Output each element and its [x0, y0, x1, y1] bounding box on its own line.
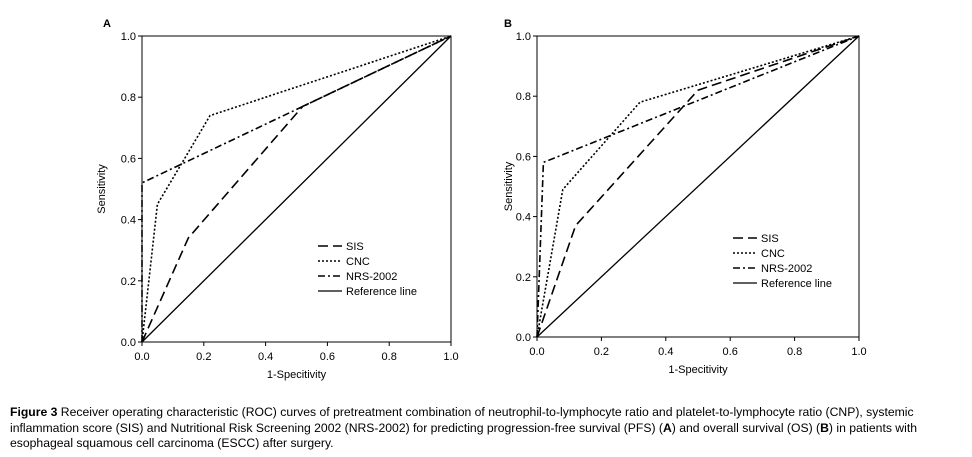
panel-a-legend-label-nrs-2002: NRS-2002: [346, 271, 397, 283]
panel-a-x-axis-label: 1-Specitivity: [267, 369, 327, 381]
panel-b-x-tick-label: 0.2: [594, 346, 609, 358]
panel-a-series-reference-line: [141, 35, 452, 343]
panel-b-x-axis-label: 1-Specitivity: [668, 364, 728, 376]
panel-b-y-tick-label: 0.6: [516, 151, 531, 163]
panel-b-legend-label-reference-line: Reference line: [761, 278, 832, 290]
panel-b-y-tick-label: 0.8: [516, 91, 531, 103]
panel-a-y-tick-label: 0.2: [121, 276, 136, 288]
caption-panel-a: A: [662, 420, 672, 435]
panel-b-x-tick-label: 1.0: [851, 346, 866, 358]
panel-b: B 0.0 0.2 0.4 0.6 0.8 1.0 0.0 0.2 0.4 0.6 0.8 1.0 1-S…: [503, 18, 867, 376]
panel-a-legend-label-cnc: CNC: [346, 256, 370, 268]
panel-a-letter: A: [103, 18, 111, 30]
panel-a-y-tick-label: 0.6: [121, 153, 136, 165]
panel-b-y-tick-label: 0.0: [516, 332, 531, 344]
panel-b-series-nrs-2002: [536, 35, 860, 338]
panel-b-series-cnc: [536, 35, 860, 338]
panel-b-x-tick-label: 0.8: [787, 346, 802, 358]
panel-a-y-tick-label: 0.4: [121, 215, 136, 227]
panel-b-plot-frame: [536, 35, 860, 338]
caption-text-1: Receiver operating characteristic (ROC) …: [10, 405, 914, 435]
panel-a-y-axis-label: Sensitivity: [96, 164, 108, 214]
panel-a-legend-label-sis: SIS: [346, 241, 364, 253]
panel-b-y-tick-label: 0.4: [516, 212, 531, 224]
panel-a-series-sis: [141, 35, 452, 343]
caption-text-2: ) and overall survival (OS) (: [671, 420, 821, 435]
caption-text-3: ) in patients with esophageal squamous c…: [10, 420, 917, 451]
panel-b-legend-label-cnc: CNC: [761, 248, 785, 260]
panel-a-y-tick-label: 1.0: [121, 31, 136, 43]
panel-a-x-tick-label: 1.0: [443, 351, 458, 363]
roc-figure: A 0.0 0.2 0.4 0.6 0.8 1.0 0.0 0.2 0.4 0.6 0.8 1.0 1-S…: [96, 18, 867, 381]
panel-b-y-tick-label: 1.0: [516, 31, 531, 43]
panel-a-x-tick-label: 0.6: [320, 351, 335, 363]
panel-b-letter: B: [504, 18, 512, 30]
panel-b-legend-label-nrs-2002: NRS-2002: [761, 263, 812, 275]
panel-b-series-reference-line: [536, 35, 860, 338]
figure-caption: Figure 3 Receiver operating characterist…: [10, 405, 962, 452]
panel-a-x-tick-label: 0.0: [134, 351, 149, 363]
panel-b-x-tick-label: 0.4: [658, 346, 673, 358]
panel-b-x-tick-label: 0.0: [529, 346, 544, 358]
panel-a-y-tick-label: 0.0: [121, 337, 136, 349]
panel-a-x-tick-label: 0.8: [382, 351, 397, 363]
caption-label: Figure 3: [10, 405, 58, 419]
panel-a-x-tick-label: 0.2: [196, 351, 211, 363]
panel-a-y-tick-label: 0.8: [121, 92, 136, 104]
panel-a: A 0.0 0.2 0.4 0.6 0.8 1.0 0.0 0.2 0.4 0.6 0.8 1.0 1-S…: [96, 18, 459, 381]
panel-a-series-cnc: [141, 35, 452, 343]
panel-b-x-tick-label: 0.6: [723, 346, 738, 358]
panel-b-legend-label-sis: SIS: [761, 233, 779, 245]
panel-a-legend-label-reference-line: Reference line: [346, 286, 417, 298]
caption-panel-b: B: [820, 420, 829, 435]
panel-b-y-tick-label: 0.2: [516, 272, 531, 284]
panel-b-y-axis-label: Sensitivity: [503, 161, 515, 211]
panel-a-x-tick-label: 0.4: [258, 351, 273, 363]
